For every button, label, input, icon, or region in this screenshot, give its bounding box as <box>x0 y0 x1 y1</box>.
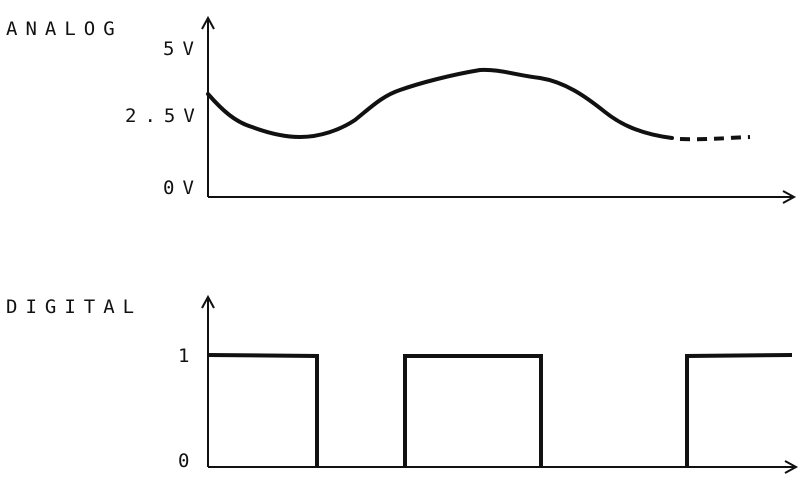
digital-tick-0: 0 <box>178 450 198 472</box>
analog-x-arrowhead <box>782 190 797 204</box>
analog-tick-5v: 5V <box>163 38 202 60</box>
digital-x-arrowhead <box>784 460 799 474</box>
digital-title: DIGITAL <box>6 296 143 318</box>
analog-axes <box>201 15 797 204</box>
digital-segment-high-2 <box>403 354 543 467</box>
digital-axes <box>201 294 799 474</box>
digital-y-arrowhead <box>201 294 215 309</box>
digital-segment-high-1 <box>207 353 319 467</box>
analog-tick-0v: 0V <box>163 177 202 199</box>
analog-waveform <box>206 67 674 140</box>
digital-waveform <box>207 353 793 467</box>
analog-waveform-dashed <box>679 135 751 142</box>
analog-y-arrowhead <box>201 15 215 30</box>
digital-segment-high-3 <box>685 353 793 467</box>
digital-tick-1: 1 <box>178 345 198 367</box>
analog-title: ANALOG <box>6 18 123 40</box>
analog-tick-2-5v: 2.5V <box>125 105 203 127</box>
